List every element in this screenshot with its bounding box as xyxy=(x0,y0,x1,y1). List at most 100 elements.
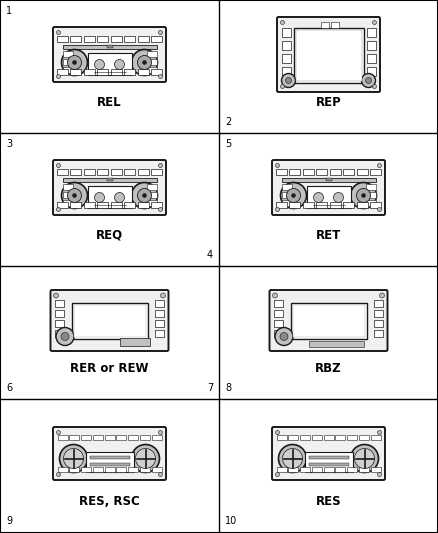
Bar xyxy=(152,467,162,472)
Bar xyxy=(282,41,290,50)
FancyBboxPatch shape xyxy=(272,427,385,480)
Bar xyxy=(146,59,156,64)
Bar xyxy=(138,69,148,75)
Circle shape xyxy=(280,85,285,88)
Bar xyxy=(57,168,68,174)
Bar xyxy=(84,36,95,42)
Bar xyxy=(111,36,122,42)
Bar xyxy=(106,178,113,181)
Bar xyxy=(357,201,367,207)
Bar xyxy=(84,201,95,207)
Bar xyxy=(69,467,79,472)
Circle shape xyxy=(280,20,285,25)
Bar xyxy=(152,435,162,440)
Bar xyxy=(365,191,375,198)
Bar xyxy=(140,467,150,472)
Bar xyxy=(359,435,369,440)
Bar xyxy=(155,310,164,317)
Circle shape xyxy=(276,207,279,212)
Text: 1: 1 xyxy=(6,6,12,16)
Bar xyxy=(63,51,73,56)
Bar xyxy=(71,303,148,338)
Circle shape xyxy=(350,445,378,472)
FancyBboxPatch shape xyxy=(50,290,169,351)
Circle shape xyxy=(280,182,307,208)
Circle shape xyxy=(131,182,158,208)
Circle shape xyxy=(275,327,293,345)
Bar xyxy=(81,435,91,440)
Text: 3: 3 xyxy=(6,139,12,149)
Circle shape xyxy=(159,75,162,78)
Circle shape xyxy=(280,333,288,341)
Bar xyxy=(55,329,64,336)
Bar xyxy=(330,201,341,207)
Text: 8: 8 xyxy=(225,383,231,393)
Bar xyxy=(371,467,381,472)
Bar xyxy=(111,168,122,174)
Text: RET: RET xyxy=(316,229,341,242)
Bar xyxy=(85,451,134,472)
Bar xyxy=(124,201,135,207)
Bar xyxy=(105,467,114,472)
Bar xyxy=(97,36,108,42)
Circle shape xyxy=(159,207,162,212)
Bar xyxy=(57,435,67,440)
Circle shape xyxy=(276,472,279,477)
Bar xyxy=(97,69,108,75)
Bar xyxy=(116,467,126,472)
Bar xyxy=(151,168,162,174)
Text: RES: RES xyxy=(316,495,341,508)
Bar xyxy=(63,183,73,190)
Bar xyxy=(367,53,375,62)
Bar xyxy=(282,53,290,62)
Bar xyxy=(330,168,341,174)
Circle shape xyxy=(272,293,278,298)
Bar xyxy=(88,185,131,207)
Text: 7: 7 xyxy=(207,383,213,393)
Bar xyxy=(146,183,156,190)
Circle shape xyxy=(142,193,146,198)
Circle shape xyxy=(372,20,377,25)
Text: 6: 6 xyxy=(6,383,12,393)
Bar xyxy=(155,329,164,336)
Circle shape xyxy=(282,74,296,87)
Bar xyxy=(307,185,350,207)
Circle shape xyxy=(286,77,292,84)
Bar xyxy=(331,21,339,28)
Bar xyxy=(124,168,135,174)
Circle shape xyxy=(53,293,59,298)
Bar xyxy=(282,191,292,198)
Bar xyxy=(97,168,108,174)
FancyBboxPatch shape xyxy=(277,17,380,92)
Circle shape xyxy=(95,60,105,69)
Circle shape xyxy=(138,189,152,203)
Circle shape xyxy=(57,75,60,78)
Circle shape xyxy=(372,85,377,88)
Bar xyxy=(357,168,367,174)
Circle shape xyxy=(379,293,385,298)
Bar xyxy=(325,178,332,181)
Circle shape xyxy=(131,50,158,76)
Circle shape xyxy=(283,448,303,469)
Bar xyxy=(367,67,375,76)
Circle shape xyxy=(361,193,365,198)
Circle shape xyxy=(57,472,60,477)
Bar xyxy=(69,435,79,440)
Circle shape xyxy=(276,431,279,434)
FancyBboxPatch shape xyxy=(53,27,166,82)
Bar xyxy=(276,201,287,207)
Bar xyxy=(111,201,122,207)
Bar xyxy=(89,463,130,465)
Bar xyxy=(290,201,300,207)
Circle shape xyxy=(135,448,155,469)
FancyBboxPatch shape xyxy=(53,160,166,215)
Text: RBZ: RBZ xyxy=(315,362,342,375)
Circle shape xyxy=(365,77,371,84)
Circle shape xyxy=(57,207,60,212)
Bar xyxy=(63,177,156,182)
Bar xyxy=(293,304,364,336)
Bar xyxy=(128,467,138,472)
Bar xyxy=(55,319,64,327)
Bar xyxy=(371,435,381,440)
Bar xyxy=(367,41,375,50)
